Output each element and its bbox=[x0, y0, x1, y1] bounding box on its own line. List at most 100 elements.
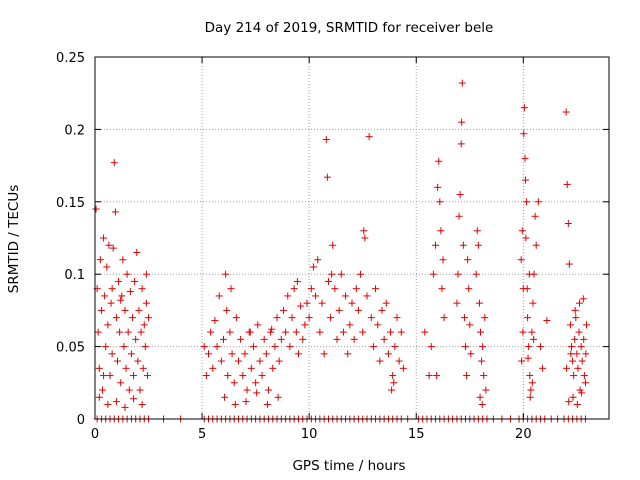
data-point bbox=[96, 256, 104, 264]
data-point bbox=[125, 386, 133, 394]
data-point bbox=[123, 270, 131, 278]
data-point bbox=[242, 398, 250, 406]
data-point bbox=[525, 270, 533, 278]
data-point bbox=[221, 393, 229, 401]
data-point bbox=[569, 393, 577, 401]
data-point bbox=[432, 241, 440, 249]
data-point bbox=[573, 350, 581, 358]
data-point bbox=[241, 350, 249, 358]
data-point bbox=[113, 357, 121, 365]
data-point bbox=[478, 357, 486, 365]
data-point bbox=[388, 386, 396, 394]
data-point bbox=[390, 379, 398, 387]
data-point bbox=[361, 234, 369, 242]
data-point bbox=[135, 306, 143, 314]
data-point bbox=[574, 364, 582, 372]
data-point bbox=[299, 335, 307, 343]
data-point bbox=[529, 299, 537, 307]
data-point bbox=[581, 379, 589, 387]
data-point bbox=[359, 328, 367, 336]
data-point bbox=[459, 241, 467, 249]
data-point bbox=[220, 335, 227, 343]
data-point bbox=[100, 372, 108, 380]
data-point bbox=[120, 343, 128, 351]
data-point bbox=[367, 314, 375, 322]
data-point bbox=[523, 198, 531, 206]
data-point bbox=[297, 302, 305, 310]
data-point bbox=[575, 299, 583, 307]
data-point bbox=[421, 328, 429, 336]
data-point bbox=[121, 306, 129, 314]
data-point bbox=[526, 393, 534, 401]
y-tick-label: 0.15 bbox=[56, 196, 85, 211]
data-point bbox=[108, 350, 116, 358]
data-point bbox=[530, 335, 538, 343]
data-point bbox=[527, 386, 535, 394]
data-point bbox=[112, 398, 120, 406]
data-point bbox=[258, 372, 266, 380]
data-point bbox=[130, 395, 138, 403]
plot-frame bbox=[94, 56, 610, 420]
data-point bbox=[252, 379, 260, 387]
y-tick-label: 0.25 bbox=[56, 51, 85, 66]
data-point bbox=[399, 364, 407, 372]
data-point bbox=[372, 285, 380, 293]
y-tick-label: 0 bbox=[77, 413, 85, 428]
data-point bbox=[482, 386, 490, 394]
data-point bbox=[387, 328, 395, 336]
data-point bbox=[94, 328, 102, 336]
data-point bbox=[312, 292, 320, 300]
data-point bbox=[293, 277, 301, 285]
data-point bbox=[222, 270, 230, 278]
data-point bbox=[462, 343, 470, 351]
data-point bbox=[436, 198, 444, 206]
data-point bbox=[563, 180, 571, 188]
data-point bbox=[290, 285, 298, 293]
data-point bbox=[480, 372, 488, 380]
data-point bbox=[389, 372, 397, 380]
data-point bbox=[143, 372, 151, 380]
data-point bbox=[435, 157, 443, 165]
data-point bbox=[95, 364, 103, 372]
data-point bbox=[528, 379, 536, 387]
data-point bbox=[130, 372, 138, 380]
data-point bbox=[517, 256, 525, 264]
data-point bbox=[335, 306, 343, 314]
data-point bbox=[223, 306, 231, 314]
data-point bbox=[521, 154, 529, 162]
data-point bbox=[284, 292, 292, 300]
data-point bbox=[528, 328, 536, 336]
data-point bbox=[232, 314, 240, 322]
data-point bbox=[102, 343, 110, 351]
data-point bbox=[455, 212, 463, 220]
data-point bbox=[107, 299, 115, 307]
data-point bbox=[434, 183, 442, 191]
data-point bbox=[536, 343, 544, 351]
data-point bbox=[543, 317, 551, 325]
data-point bbox=[249, 343, 257, 351]
data-point bbox=[262, 350, 270, 358]
data-point bbox=[565, 260, 573, 268]
data-point bbox=[254, 321, 262, 329]
data-point bbox=[520, 130, 528, 138]
data-point bbox=[211, 317, 219, 325]
data-point bbox=[139, 364, 147, 372]
data-point bbox=[267, 328, 275, 336]
data-point bbox=[309, 263, 317, 271]
data-point bbox=[110, 159, 118, 167]
x-tick-label: 20 bbox=[515, 427, 532, 442]
data-point bbox=[384, 350, 392, 358]
data-point bbox=[263, 401, 271, 409]
data-point bbox=[303, 299, 311, 307]
data-point bbox=[463, 372, 471, 380]
data-point bbox=[141, 343, 149, 351]
data-point bbox=[580, 335, 588, 343]
data-point bbox=[376, 357, 384, 365]
data-point bbox=[307, 285, 315, 293]
data-point bbox=[286, 343, 294, 351]
data-point bbox=[98, 386, 106, 394]
data-point bbox=[329, 241, 337, 249]
data-point bbox=[215, 292, 223, 300]
data-point bbox=[563, 364, 571, 372]
